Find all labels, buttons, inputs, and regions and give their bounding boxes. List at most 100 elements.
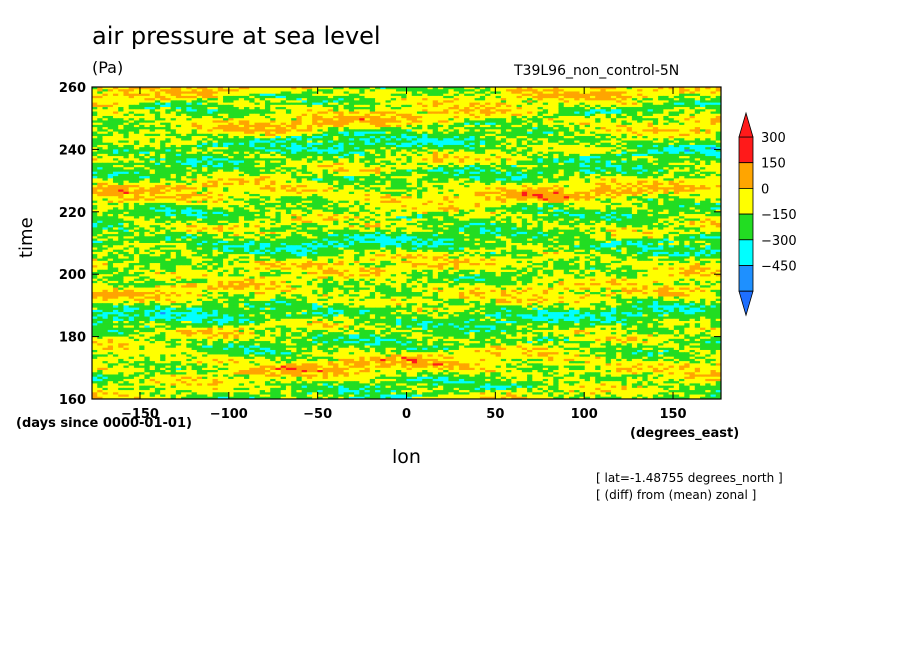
heatmap-cell [369, 91, 376, 95]
heatmap-cell [416, 95, 423, 99]
heatmap-cell [511, 109, 518, 113]
heatmap-cell [312, 87, 318, 90]
heatmap-cell [626, 95, 633, 99]
heatmap-cell [175, 93, 182, 97]
heatmap-cell [595, 104, 601, 108]
heatmap-cell [401, 102, 407, 106]
heatmap-cell [663, 111, 670, 115]
heatmap-cell [548, 95, 554, 99]
heatmap-cell [270, 109, 276, 113]
heatmap-cell [160, 98, 166, 101]
heatmap-cell [285, 111, 292, 115]
heatmap-cell [589, 98, 596, 101]
heatmap-cell [181, 100, 187, 104]
heatmap-cell [458, 93, 465, 97]
heatmap-cell [369, 111, 376, 115]
heatmap-cell [621, 118, 628, 121]
heatmap-cell [128, 91, 135, 95]
heatmap-cell [663, 118, 670, 121]
heatmap-cell [102, 91, 109, 95]
heatmap-cell [139, 98, 145, 101]
heatmap-cell [112, 95, 119, 99]
heatmap-cell [568, 95, 575, 99]
heatmap-cell [453, 104, 460, 108]
heatmap-cell [301, 95, 308, 99]
heatmap-cell [595, 113, 601, 117]
heatmap-cell [621, 91, 628, 95]
heatmap-cell [348, 87, 355, 90]
heatmap-cell [626, 87, 633, 90]
heatmap-cell [175, 91, 182, 95]
heatmap-cell [196, 109, 203, 113]
heatmap-cell [112, 91, 119, 95]
heatmap-cell [259, 87, 266, 90]
heatmap-cell [133, 89, 140, 92]
heatmap-cell [464, 102, 470, 106]
heatmap-cell [312, 118, 318, 121]
heatmap-cell [249, 89, 255, 92]
heatmap-cell [537, 115, 544, 119]
heatmap-cell [343, 118, 350, 121]
heatmap-cell [312, 102, 318, 106]
heatmap-cell [673, 109, 680, 113]
heatmap-cell [375, 93, 381, 97]
heatmap-cell [202, 113, 208, 117]
heatmap-cell [469, 102, 476, 106]
heatmap-cell [485, 91, 491, 95]
heatmap-cell [165, 95, 172, 99]
heatmap-cell [416, 102, 423, 106]
heatmap-cell [270, 104, 276, 108]
heatmap-cell [259, 91, 266, 95]
heatmap-cell [212, 104, 219, 108]
heatmap-cell [605, 111, 612, 115]
heatmap-cell [270, 100, 276, 104]
heatmap-cell [102, 93, 109, 97]
heatmap-cell [647, 102, 654, 106]
heatmap-cell [92, 113, 98, 117]
heatmap-cell [244, 107, 250, 110]
heatmap-cell [139, 95, 145, 99]
heatmap-cell [610, 87, 617, 90]
heatmap-cell [652, 104, 659, 108]
heatmap-cell [112, 111, 119, 115]
heatmap-cell [527, 109, 533, 113]
heatmap-cell [610, 95, 617, 99]
heatmap-cell [474, 118, 481, 121]
heatmap-cell [112, 120, 119, 124]
heatmap-cell [574, 118, 580, 121]
heatmap-cell [673, 89, 680, 92]
heatmap-cell [500, 95, 507, 99]
heatmap-cell [595, 102, 601, 106]
heatmap-cell [207, 120, 214, 124]
heatmap-cell [511, 107, 518, 110]
heatmap-cell [254, 111, 261, 115]
heatmap-cell [306, 115, 313, 119]
heatmap-cell [306, 98, 313, 101]
heatmap-cell [343, 95, 350, 99]
heatmap-cell [647, 104, 654, 108]
heatmap-cell [558, 115, 565, 119]
heatmap-cell [542, 104, 549, 108]
heatmap-cell [684, 118, 691, 121]
heatmap-cell [715, 107, 722, 110]
heatmap-cell [249, 87, 255, 90]
heatmap-cell [574, 111, 580, 115]
heatmap-cell [154, 118, 161, 121]
heatmap-cell [663, 107, 670, 110]
heatmap-cell [196, 98, 203, 101]
heatmap-cell [437, 115, 444, 119]
heatmap-cell [584, 100, 591, 104]
heatmap-cell [453, 100, 460, 104]
heatmap-cell [133, 109, 140, 113]
heatmap-cell [443, 111, 449, 115]
heatmap-cell [249, 95, 255, 99]
heatmap-cell [532, 104, 539, 108]
heatmap-cell [542, 91, 549, 95]
heatmap-cell [348, 93, 355, 97]
heatmap-cell [479, 95, 486, 99]
heatmap-cell [422, 104, 428, 108]
heatmap-cell [605, 91, 612, 95]
heatmap-cell [165, 111, 172, 115]
heatmap-cell [458, 87, 465, 90]
heatmap-cell [673, 107, 680, 110]
